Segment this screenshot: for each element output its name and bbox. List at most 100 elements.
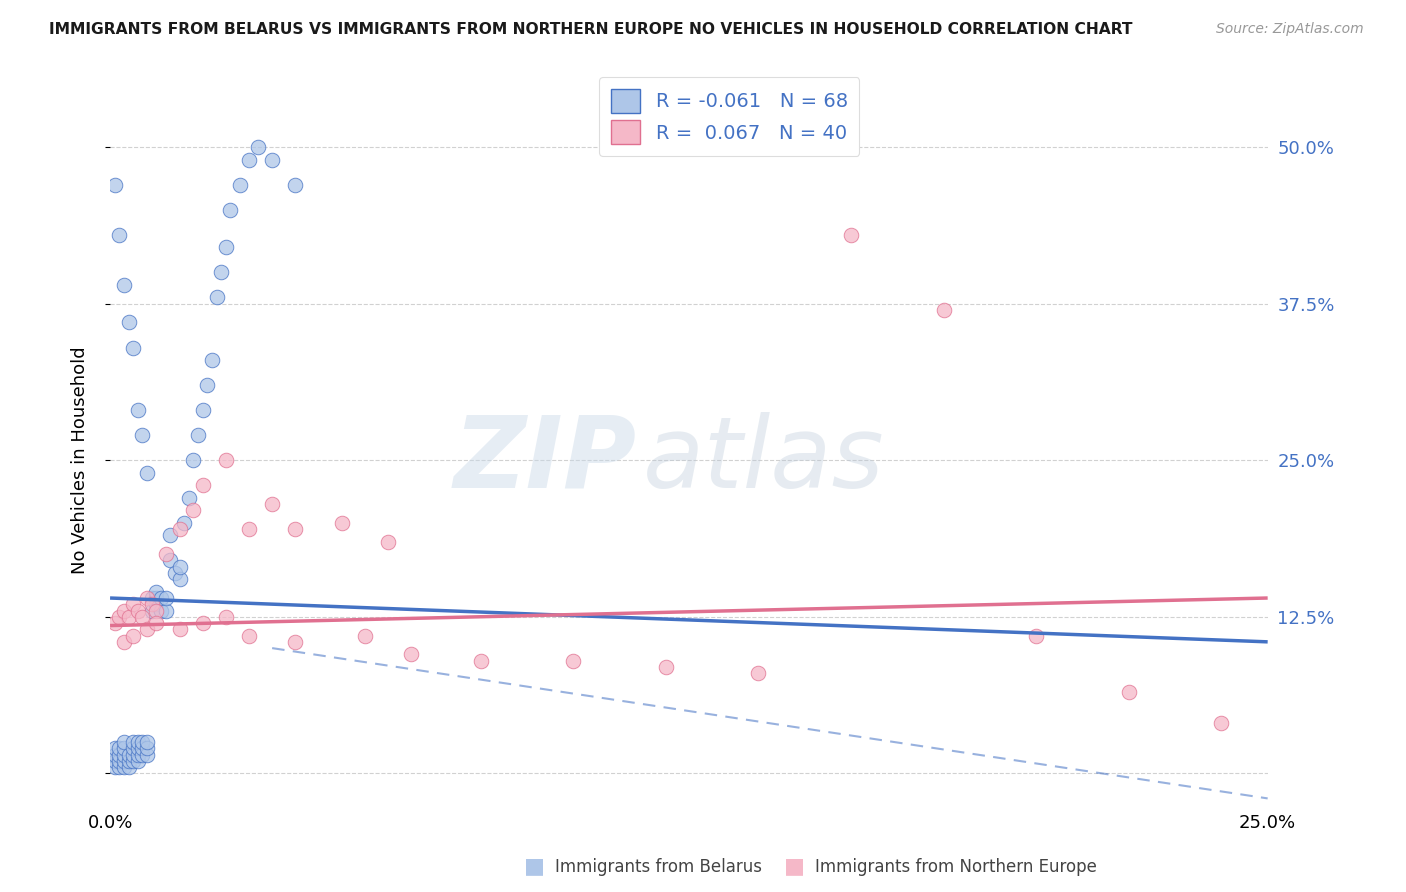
Point xyxy=(215,240,238,254)
Point xyxy=(353,629,375,643)
Text: ZIP: ZIP xyxy=(454,412,637,508)
Point xyxy=(104,747,127,762)
Point xyxy=(131,741,153,756)
Point xyxy=(173,516,195,530)
Point xyxy=(1025,629,1047,643)
Point xyxy=(112,635,135,649)
Point xyxy=(127,603,149,617)
Point xyxy=(238,629,260,643)
Legend: R = -0.061   N = 68, R =  0.067   N = 40: R = -0.061 N = 68, R = 0.067 N = 40 xyxy=(599,78,859,156)
Point xyxy=(117,316,139,330)
Point xyxy=(284,178,307,192)
Point xyxy=(136,741,159,756)
Point xyxy=(747,666,769,681)
Point xyxy=(284,635,307,649)
Point xyxy=(1211,716,1233,731)
Point xyxy=(108,609,131,624)
Point xyxy=(145,603,167,617)
Point xyxy=(108,227,131,242)
Point xyxy=(191,616,214,631)
Point xyxy=(112,603,135,617)
Point xyxy=(112,754,135,768)
Point xyxy=(932,302,955,317)
Point xyxy=(330,516,353,530)
Point xyxy=(145,591,167,605)
Point xyxy=(262,497,284,511)
Point xyxy=(104,741,127,756)
Point xyxy=(169,559,191,574)
Point xyxy=(183,453,205,467)
Point xyxy=(201,353,224,368)
Point xyxy=(127,747,149,762)
Point xyxy=(177,491,200,505)
Point xyxy=(117,609,139,624)
Point xyxy=(215,453,238,467)
Point xyxy=(169,623,191,637)
Point xyxy=(159,528,181,542)
Point xyxy=(141,591,163,605)
Point xyxy=(238,522,260,536)
Point xyxy=(1118,685,1140,699)
Point xyxy=(131,609,153,624)
Point xyxy=(191,403,214,417)
Text: Source: ZipAtlas.com: Source: ZipAtlas.com xyxy=(1216,22,1364,37)
Point xyxy=(155,603,177,617)
Text: ■: ■ xyxy=(785,856,804,876)
Point xyxy=(108,754,131,768)
Point xyxy=(145,584,167,599)
Point xyxy=(108,741,131,756)
Point xyxy=(195,378,218,392)
Text: Immigrants from Northern Europe: Immigrants from Northern Europe xyxy=(815,858,1097,876)
Point xyxy=(117,754,139,768)
Point xyxy=(136,466,159,480)
Point xyxy=(108,760,131,774)
Point xyxy=(117,747,139,762)
Point xyxy=(136,591,159,605)
Point xyxy=(131,428,153,442)
Point xyxy=(122,754,145,768)
Point xyxy=(219,202,242,217)
Point xyxy=(262,153,284,167)
Point xyxy=(377,534,399,549)
Text: atlas: atlas xyxy=(643,412,884,508)
Point xyxy=(247,140,270,154)
Point xyxy=(145,597,167,611)
Point xyxy=(229,178,252,192)
Text: IMMIGRANTS FROM BELARUS VS IMMIGRANTS FROM NORTHERN EUROPE NO VEHICLES IN HOUSEH: IMMIGRANTS FROM BELARUS VS IMMIGRANTS FR… xyxy=(49,22,1133,37)
Point xyxy=(205,290,228,304)
Point xyxy=(131,735,153,749)
Point xyxy=(163,566,186,580)
Point xyxy=(136,623,159,637)
Point xyxy=(127,741,149,756)
Point xyxy=(187,428,209,442)
Point xyxy=(155,547,177,561)
Point xyxy=(122,735,145,749)
Point xyxy=(145,616,167,631)
Point xyxy=(127,735,149,749)
Point xyxy=(131,747,153,762)
Point xyxy=(122,341,145,355)
Point xyxy=(127,403,149,417)
Point xyxy=(150,603,173,617)
Point xyxy=(159,553,181,567)
Point xyxy=(141,597,163,611)
Point xyxy=(150,591,173,605)
Point xyxy=(122,597,145,611)
Point xyxy=(127,754,149,768)
Point xyxy=(169,572,191,586)
Point xyxy=(399,648,422,662)
Point xyxy=(169,522,191,536)
Point xyxy=(108,747,131,762)
Point xyxy=(839,227,862,242)
Point xyxy=(562,654,585,668)
Point xyxy=(238,153,260,167)
Point xyxy=(209,265,232,279)
Point xyxy=(104,754,127,768)
Point xyxy=(284,522,307,536)
Point xyxy=(470,654,492,668)
Point xyxy=(122,747,145,762)
Point xyxy=(155,591,177,605)
Point xyxy=(141,603,163,617)
Point xyxy=(112,760,135,774)
Point xyxy=(122,629,145,643)
